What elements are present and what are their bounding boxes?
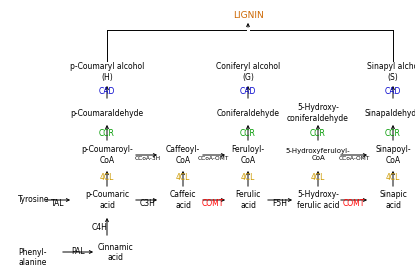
Text: C4H: C4H bbox=[92, 223, 108, 233]
Text: LIGNIN: LIGNIN bbox=[233, 11, 264, 21]
Text: F5H: F5H bbox=[273, 198, 288, 207]
Text: CAD: CAD bbox=[240, 87, 256, 96]
Text: p-Coumaric
acid: p-Coumaric acid bbox=[85, 190, 129, 210]
Text: CCR: CCR bbox=[385, 128, 401, 138]
Text: CAD: CAD bbox=[99, 87, 115, 96]
Text: COMT: COMT bbox=[202, 198, 224, 207]
Text: CCR: CCR bbox=[240, 128, 256, 138]
Text: p-Coumaryl alcohol
(H): p-Coumaryl alcohol (H) bbox=[70, 62, 144, 82]
Text: 4CL: 4CL bbox=[386, 174, 400, 183]
Text: Coniferaldehyde: Coniferaldehyde bbox=[217, 108, 279, 117]
Text: CCoA-OMT: CCoA-OMT bbox=[198, 155, 229, 160]
Text: CCoA-OMT: CCoA-OMT bbox=[338, 155, 370, 160]
Text: Caffeoyl-
CoA: Caffeoyl- CoA bbox=[166, 145, 200, 165]
Text: 4CL: 4CL bbox=[176, 174, 190, 183]
Text: TAL: TAL bbox=[51, 198, 65, 207]
Text: Phenyl-
alanine: Phenyl- alanine bbox=[18, 248, 46, 267]
Text: 5-Hydroxy-
coniferaldehyde: 5-Hydroxy- coniferaldehyde bbox=[287, 103, 349, 123]
Text: 4CL: 4CL bbox=[311, 174, 325, 183]
Text: Cinnamic
acid: Cinnamic acid bbox=[97, 243, 133, 262]
Text: PAL: PAL bbox=[71, 248, 85, 257]
Text: 5-Hydroxy-
ferulic acid: 5-Hydroxy- ferulic acid bbox=[297, 190, 339, 210]
Text: p-Coumaroyl-
CoA: p-Coumaroyl- CoA bbox=[81, 145, 133, 165]
Text: CCoA-3H: CCoA-3H bbox=[135, 155, 161, 160]
Text: C3H: C3H bbox=[140, 198, 156, 207]
Text: Sinapic
acid: Sinapic acid bbox=[379, 190, 407, 210]
Text: 5-Hydroxyferuloyl-
CoA: 5-Hydroxyferuloyl- CoA bbox=[286, 148, 350, 162]
Text: CCR: CCR bbox=[310, 128, 326, 138]
Text: Coniferyl alcohol
(G): Coniferyl alcohol (G) bbox=[216, 62, 280, 82]
Text: 4CL: 4CL bbox=[241, 174, 255, 183]
Text: 4CL: 4CL bbox=[100, 174, 114, 183]
Text: Tyrosine: Tyrosine bbox=[18, 195, 49, 205]
Text: Caffeic
acid: Caffeic acid bbox=[170, 190, 196, 210]
Text: Sinapoyl-
CoA: Sinapoyl- CoA bbox=[375, 145, 411, 165]
Text: p-Coumaraldehyde: p-Coumaraldehyde bbox=[71, 108, 144, 117]
Text: Sinapaldehyde: Sinapaldehyde bbox=[364, 108, 415, 117]
Text: Feruloyl-
CoA: Feruloyl- CoA bbox=[232, 145, 265, 165]
Text: Sinapyl alcho
(S): Sinapyl alcho (S) bbox=[367, 62, 415, 82]
Text: CAD: CAD bbox=[385, 87, 401, 96]
Text: Ferulic
acid: Ferulic acid bbox=[235, 190, 261, 210]
Text: CCR: CCR bbox=[99, 128, 115, 138]
Text: COMT: COMT bbox=[343, 198, 365, 207]
